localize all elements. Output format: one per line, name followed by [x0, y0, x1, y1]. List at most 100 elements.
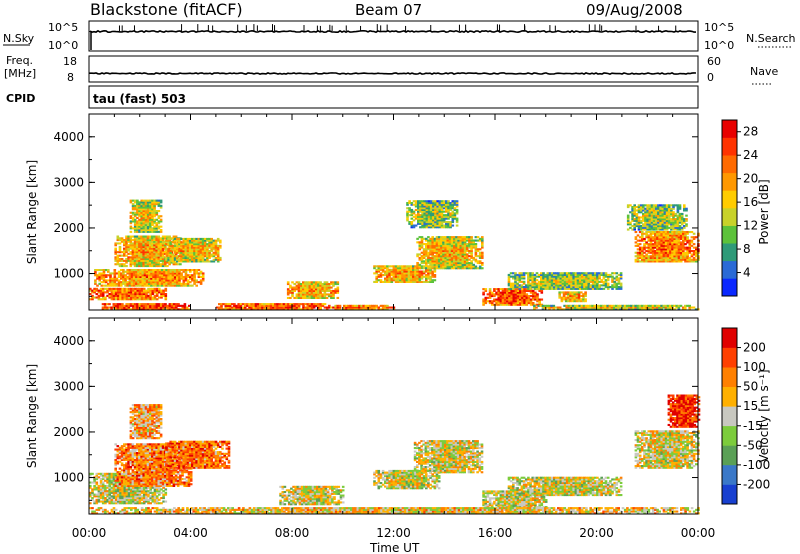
power-echo-cell	[144, 206, 148, 209]
power-echo-cell	[164, 261, 167, 264]
power-echo-cell	[396, 275, 400, 278]
power-heatmap	[89, 199, 700, 311]
power-echo-cell	[163, 275, 166, 278]
power-echo-cell	[670, 209, 673, 212]
power-echo-cell	[188, 239, 192, 242]
power-echo-cell	[153, 222, 156, 225]
power-echo-cell	[173, 269, 177, 272]
power-echo-cell	[139, 277, 142, 280]
power-echo-cell	[444, 246, 447, 249]
power-echo-cell	[673, 246, 676, 249]
power-echo-cell	[191, 237, 194, 240]
power-echo-cell	[440, 210, 444, 213]
power-echo-cell	[124, 282, 127, 285]
power-echo-cell	[683, 209, 686, 212]
power-echo-cell	[155, 258, 158, 261]
power-echo-cell	[558, 294, 561, 297]
power-echo-cell	[451, 200, 455, 203]
power-echo-cell	[562, 294, 566, 297]
power-echo-cell	[432, 224, 435, 227]
power-echo-cell	[174, 235, 178, 238]
power-echo-cell	[427, 207, 431, 210]
power-echo-cell	[655, 221, 658, 224]
power-echo-cell	[146, 261, 150, 264]
power-echo-cell	[406, 207, 409, 210]
power-echo-cell	[293, 304, 297, 307]
power-echo-cell	[461, 244, 465, 247]
power-echo-cell	[634, 258, 638, 261]
power-echo-cell	[619, 273, 623, 276]
power-echo-cell	[525, 302, 529, 305]
power-echo-cell	[417, 203, 420, 206]
power-echo-cell	[635, 212, 639, 215]
power-echo-cell	[611, 284, 614, 287]
power-echo-cell	[315, 293, 318, 296]
power-echo-cell	[143, 284, 147, 287]
power-echo-cell	[310, 281, 314, 284]
power-echo-cell	[434, 217, 437, 220]
power-echo-cell	[114, 294, 118, 297]
power-echo-cell	[650, 221, 654, 224]
power-echo-cell	[117, 281, 121, 284]
power-echo-cell	[661, 228, 665, 231]
power-echo-cell	[657, 214, 660, 217]
power-echo-cell	[142, 215, 146, 218]
power-echo-cell	[199, 244, 203, 247]
power-echo-cell	[182, 279, 186, 282]
power-echo-cell	[673, 231, 676, 234]
cpid-text: tau (fast) 503	[93, 92, 186, 106]
power-echo-cell	[390, 280, 394, 283]
power-echo-cell	[435, 251, 439, 254]
power-echo-cell	[208, 260, 211, 263]
power-echo-cell	[129, 235, 133, 238]
power-echo-cell	[388, 272, 391, 275]
power-echo-cell	[412, 268, 415, 271]
power-echo-cell	[165, 270, 168, 273]
power-echo-cell	[282, 304, 286, 307]
power-echo-cell	[131, 254, 135, 257]
power-echo-cell	[129, 220, 133, 223]
power-echo-cell	[195, 270, 198, 273]
power-echo-cell	[476, 236, 480, 239]
power-echo-cell	[684, 251, 687, 254]
power-echo-cell	[137, 275, 140, 278]
power-echo-cell	[419, 205, 422, 208]
power-echo-cell	[250, 306, 253, 309]
power-echo-cell	[151, 304, 154, 307]
power-echo-cell	[151, 265, 154, 268]
power-echo-cell	[686, 236, 689, 239]
power-echo-cell	[565, 280, 569, 283]
power-echo-cell	[321, 286, 324, 289]
power-echo-cell	[306, 291, 309, 294]
power-echo-cell	[645, 258, 648, 261]
power-echo-cell	[135, 277, 138, 280]
power-echo-cell	[661, 226, 665, 229]
power-echo-cell	[160, 274, 164, 277]
power-echo-cell	[193, 237, 196, 240]
power-echo-cell	[583, 273, 586, 276]
power-echo-cell	[405, 280, 409, 283]
power-echo-cell	[127, 256, 130, 259]
power-echo-cell	[147, 294, 150, 297]
power-echo-cell	[665, 214, 669, 217]
power-echo-cell	[101, 308, 105, 311]
power-echo-cell	[660, 231, 663, 234]
power-echo-cell	[636, 255, 640, 258]
power-echo-cell	[282, 303, 286, 306]
power-echo-cell	[191, 250, 194, 253]
power-echo-cell	[417, 217, 420, 220]
power-echo-cell	[662, 246, 666, 249]
power-echo-cell	[429, 239, 432, 242]
power-echo-cell	[461, 237, 465, 240]
power-echo-cell	[146, 259, 150, 262]
power-echo-cell	[131, 220, 135, 223]
power-echo-cell	[465, 249, 469, 252]
power-echo-cell	[642, 226, 645, 229]
power-echo-cell	[181, 304, 185, 307]
power-echo-cell	[671, 260, 674, 263]
power-echo-cell	[450, 246, 454, 249]
power-echo-cell	[445, 215, 448, 218]
power-echo-cell	[390, 270, 394, 273]
power-echo-cell	[421, 215, 424, 218]
power-echo-cell	[144, 208, 148, 211]
